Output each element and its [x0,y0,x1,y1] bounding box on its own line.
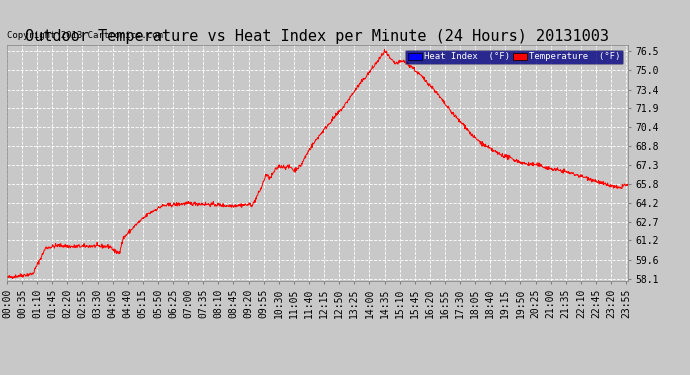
Text: Copyright 2013 Cartronics.com: Copyright 2013 Cartronics.com [7,31,163,40]
Title: Outdoor Temperature vs Heat Index per Minute (24 Hours) 20131003: Outdoor Temperature vs Heat Index per Mi… [26,29,609,44]
Legend: Heat Index  (°F), Temperature  (°F): Heat Index (°F), Temperature (°F) [406,50,623,64]
